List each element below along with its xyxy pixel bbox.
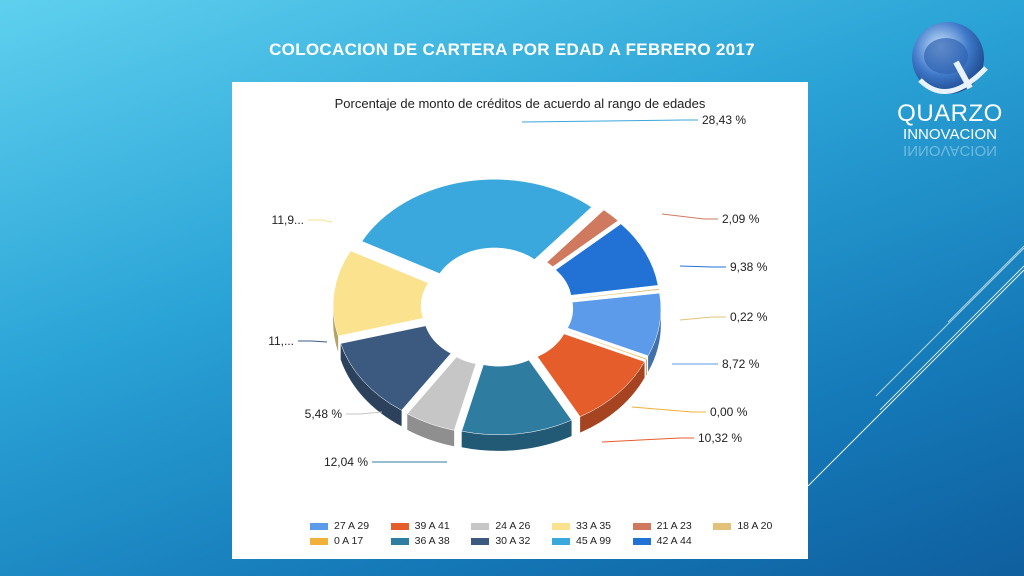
leader-line <box>601 437 694 443</box>
slice-18-a-20 <box>571 288 660 300</box>
legend-label: 0 A 17 <box>334 535 364 547</box>
logo-icon <box>912 22 988 95</box>
legend-swatch <box>632 522 651 530</box>
slice-45-a-99 <box>361 179 592 274</box>
legend-label: 42 A 44 <box>656 535 692 547</box>
legend-item: 18 A 20 <box>713 520 780 532</box>
legend-label: 18 A 20 <box>737 520 773 532</box>
slice-30-a-32 <box>340 325 452 427</box>
data-label: 5,48 % <box>305 407 343 421</box>
logo-text-innovacion: INNOVACION <box>903 126 997 143</box>
data-label: 12,04 % <box>324 455 368 469</box>
legend-swatch <box>551 537 570 545</box>
legend-swatch <box>471 522 490 530</box>
legend-label: 36 A 38 <box>414 535 450 547</box>
data-label: 10,32 % <box>698 431 742 445</box>
slice-top <box>571 288 660 300</box>
slide-title: COLOCACION DE CARTERA POR EDAD A FEBRERO… <box>269 40 755 59</box>
slice-39-a-41 <box>537 333 645 433</box>
slice-side <box>333 305 339 352</box>
slice-side <box>461 420 572 451</box>
slice-side <box>407 413 455 447</box>
slice-33-a-35 <box>332 250 429 352</box>
legend-swatch <box>632 537 651 545</box>
leader-line <box>679 316 726 321</box>
legend-item: 21 A 23 <box>632 520 700 532</box>
slice-top <box>332 250 429 337</box>
slice-0-a-17 <box>565 330 648 376</box>
donut-chart: 28,43 % 2,09 % 9,38 % 0,22 % 8,72 % 0,00 % 10,… <box>268 113 768 469</box>
legend-item: 33 A 35 <box>551 520 619 532</box>
legend-label: 45 A 99 <box>575 535 612 547</box>
legend-item: 45 A 99 <box>551 535 619 547</box>
legend-item: 27 A 29 <box>310 520 377 532</box>
legend-item: 24 A 26 <box>471 520 538 532</box>
legend-swatch <box>390 537 409 545</box>
slice-42-a-44 <box>555 223 659 296</box>
legend-item: 39 A 41 <box>390 520 458 532</box>
slice-top <box>555 223 659 296</box>
leader-line <box>661 213 718 220</box>
legend-item: 42 A 44 <box>632 535 700 547</box>
legend-swatch <box>713 522 732 530</box>
legend-label: 21 A 23 <box>656 520 692 532</box>
quarzo-logo: QUARZO INNOVACION INNOVACION <box>890 18 1010 168</box>
data-label: 2,09 % <box>722 212 760 226</box>
legend-item: 36 A 38 <box>390 535 458 547</box>
legend-label: 30 A 32 <box>495 535 531 547</box>
legend-swatch <box>390 522 409 530</box>
legend-swatch <box>310 537 328 545</box>
slice-top <box>406 356 477 431</box>
data-label: 9,38 % <box>730 260 768 274</box>
leader-line <box>298 340 328 343</box>
logo-text-quarzo: QUARZO <box>897 100 1003 127</box>
data-label: 28,43 % <box>702 113 746 127</box>
legend-label: 24 A 26 <box>495 520 531 532</box>
legend-label: 39 A 41 <box>414 520 450 532</box>
leader-line <box>679 265 726 268</box>
slice-top <box>567 292 662 357</box>
slice-side <box>580 361 645 433</box>
slice-top <box>537 333 645 417</box>
slice-side <box>648 308 661 372</box>
slice-side <box>340 343 402 427</box>
leader-line <box>631 406 706 413</box>
slice-top <box>565 330 648 361</box>
slice-21-a-23 <box>546 209 619 268</box>
slice-top <box>461 359 572 436</box>
chart-legend: 27 A 29 39 A 41 24 A 26 33 A 35 21 A 23 18 A … <box>310 520 780 547</box>
data-label: 0,00 % <box>710 405 748 419</box>
legend-item: 0 A 17 <box>310 535 377 547</box>
legend-label: 33 A 35 <box>575 520 612 532</box>
slice-top <box>361 179 592 274</box>
legend-label: 27 A 29 <box>334 520 370 532</box>
legend-item: 30 A 32 <box>471 535 538 547</box>
legend-swatch <box>551 522 570 530</box>
slice-top <box>340 325 452 411</box>
slice-24-a-26 <box>406 356 477 447</box>
slice-top <box>546 209 619 268</box>
slice-side <box>646 358 647 376</box>
legend-swatch <box>310 522 328 530</box>
leader-line <box>346 411 383 415</box>
data-label: 11,... <box>268 334 294 348</box>
data-label: 8,72 % <box>722 357 760 371</box>
slice-27-a-29 <box>567 292 662 372</box>
leader-line <box>521 119 698 123</box>
slice-36-a-38 <box>461 359 572 451</box>
chart-title: Porcentaje de monto de créditos de acuer… <box>334 96 706 111</box>
data-label: 0,22 % <box>730 310 768 324</box>
chart-panel: Porcentaje de monto de créditos de acuer… <box>232 82 808 559</box>
logo-reflection: INNOVACION <box>903 142 997 159</box>
legend-swatch <box>471 537 490 545</box>
leader-line <box>308 219 333 223</box>
data-label: 11,9... <box>272 213 304 227</box>
